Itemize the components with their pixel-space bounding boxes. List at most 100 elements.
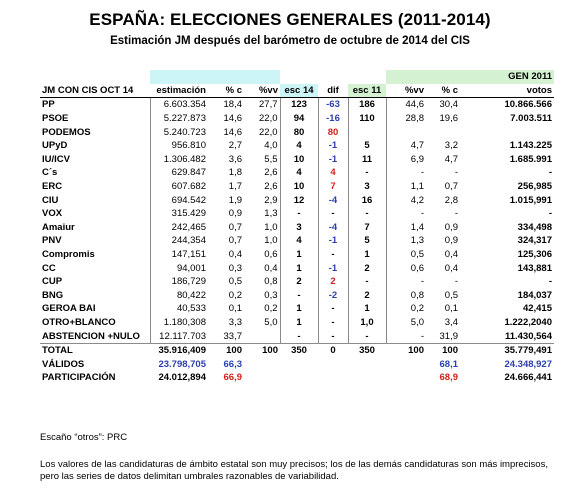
pc11-cell: -: [454, 276, 458, 288]
esc11-cell: 5: [347, 234, 386, 248]
pc-cell: 0,7: [228, 221, 242, 233]
votos-cell: -: [548, 167, 552, 179]
dif-cell: -1: [317, 138, 348, 153]
esc14-cell: -: [279, 288, 318, 303]
dif-cell: -: [317, 329, 348, 344]
dif-cell: 4: [317, 166, 348, 180]
validos-row: VÁLIDOS 23.798,705 66,3 68,1 24.348,927: [40, 357, 554, 371]
party-name: UPyD: [40, 138, 151, 153]
dif-cell: -1: [317, 234, 348, 248]
table-row: VOX 315.429 0,9 1,3- - - - - -: [40, 206, 554, 221]
pvv11-cell: -: [385, 329, 426, 344]
header-pc11: % c: [426, 83, 460, 99]
esc11-cell: -: [347, 206, 386, 221]
party-name: ABSTENCION +NULO: [40, 329, 151, 344]
esc14-cell: 123: [279, 97, 318, 112]
votos-cell: 1.685.991: [509, 153, 552, 165]
estimacion-cell: 315.429: [171, 208, 206, 220]
pvv11-cell: -: [385, 274, 426, 289]
pc-cell: 2,7: [228, 140, 242, 152]
pvv-cell: 22,0: [259, 126, 278, 138]
pvv11-cell: 1,3: [385, 234, 426, 248]
party-name: GEROA BAI: [40, 302, 151, 316]
table-row: CC 94,001 0,3 0,4 1 -1 2 0,6 0,4 143,881: [40, 261, 554, 275]
esc11-cell: [347, 125, 386, 139]
pc11-cell: 2,8: [444, 194, 458, 206]
votos-cell: 184,037: [517, 289, 552, 301]
pvv11-cell: -: [385, 206, 426, 221]
esc11-cell: -: [347, 166, 386, 180]
votos-cell: 42,415: [522, 303, 552, 315]
party-name: PODEMOS: [40, 125, 151, 139]
esc14-cell: 4: [279, 138, 318, 153]
party-name: CUP: [40, 274, 151, 289]
esc11-cell: 16: [347, 193, 386, 207]
pvv-cell: 0,2: [264, 303, 278, 315]
pvv-cell: 2,6: [264, 181, 278, 193]
pvv-cell: 4,0: [264, 140, 278, 152]
esc14-cell: -: [279, 206, 318, 221]
votos-cell: [460, 125, 554, 139]
pvv11-cell: 5,0: [385, 315, 426, 330]
pc11-cell: 0,7: [444, 181, 458, 193]
esc11-cell: 7: [347, 220, 386, 235]
dif-cell: -2: [317, 288, 348, 303]
header-pc: % c: [208, 83, 244, 99]
esc11-cell: 1,0: [347, 315, 386, 330]
votos-cell: 324,317: [517, 235, 552, 247]
dif-cell: -16: [317, 111, 348, 126]
party-name: PSOE: [40, 111, 151, 126]
pc11-cell: 0,1: [444, 303, 458, 315]
estimacion-cell: 6.603.354: [163, 99, 206, 111]
esc11-cell: -: [347, 329, 386, 344]
pvv11-cell: 4,2: [385, 193, 426, 207]
validos-est: 23.798,705: [158, 358, 206, 370]
esc14-cell: 10: [279, 179, 318, 194]
pvv11-cell: 6,9: [385, 152, 426, 167]
party-name: Compromis: [40, 247, 151, 262]
header-pvv11: %vv: [386, 83, 426, 99]
esc14-cell: 10: [279, 152, 318, 167]
pvv-cell: 2,9: [264, 194, 278, 206]
esc11-cell: 110: [347, 111, 386, 126]
party-name: PNV: [40, 234, 151, 248]
estimacion-cell: 186,729: [171, 276, 206, 288]
pc-cell: 1,7: [228, 181, 242, 193]
pc11-cell: 0,9: [444, 221, 458, 233]
total-votos: 35.779,491: [460, 342, 554, 358]
dif-cell: -: [317, 302, 348, 316]
table-row: Amaiur 242,465 0,7 1,0 3 -4 7 1,4 0,9 334,498: [40, 220, 554, 235]
party-name: CC: [40, 261, 151, 275]
pc-cell: 0,2: [228, 289, 242, 301]
esc14-cell: 1: [279, 302, 318, 316]
votos-cell: 125,306: [517, 249, 552, 261]
party-name: Amaiur: [40, 220, 151, 235]
pvv-cell: 0,6: [264, 249, 278, 261]
esc11-cell: 186: [347, 97, 386, 112]
estimacion-cell: 956.810: [171, 140, 206, 152]
pvv-cell: 5,0: [264, 316, 278, 328]
header-pvv: %vv: [244, 83, 280, 99]
header-jm: JM CON CIS OCT 14: [40, 83, 150, 99]
estimacion-cell: 244,354: [171, 235, 206, 247]
table-row: OTRO+BLANCO 1.180,308 3,3 5,0 1-1,0 5,0 3,4 1.2…: [40, 315, 554, 330]
esc14-cell: 1: [279, 315, 318, 330]
esc11-cell: 1: [347, 247, 386, 262]
table-row: PSOE 5.227.873 14,6 22,0 94 -16 110 28,8 19,6 7.0…: [40, 111, 554, 126]
header-esc14: esc 14: [280, 83, 318, 99]
esc11-cell: 3: [347, 179, 386, 194]
table-row: PP 6.603.354 18,4 27,7 123 -63 186 44,6 30,4 10.8…: [40, 97, 554, 112]
pvv11-cell: 0,2: [385, 302, 426, 316]
party-name: IU/ICV: [40, 152, 151, 167]
pvv-cell: 0,8: [264, 276, 278, 288]
empty-cell: [386, 371, 426, 385]
validos-votos: 24.348,927: [504, 358, 552, 370]
pc-cell: 14,6: [223, 113, 243, 125]
header-estimacion: estimación: [150, 83, 208, 99]
table-row: BNG 80,422 0,2 0,3- -2 2 0,8 0,5 184,037: [40, 288, 554, 303]
header-row: JM CON CIS OCT 14 estimación % c %vv esc…: [40, 83, 554, 99]
party-name: PP: [40, 97, 151, 112]
dif-cell: -: [317, 315, 348, 330]
votos-cell: 143,881: [517, 262, 552, 274]
estimacion-cell: 1.306.482: [163, 153, 206, 165]
